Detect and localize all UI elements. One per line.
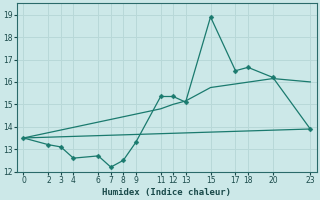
X-axis label: Humidex (Indice chaleur): Humidex (Indice chaleur) bbox=[102, 188, 231, 197]
